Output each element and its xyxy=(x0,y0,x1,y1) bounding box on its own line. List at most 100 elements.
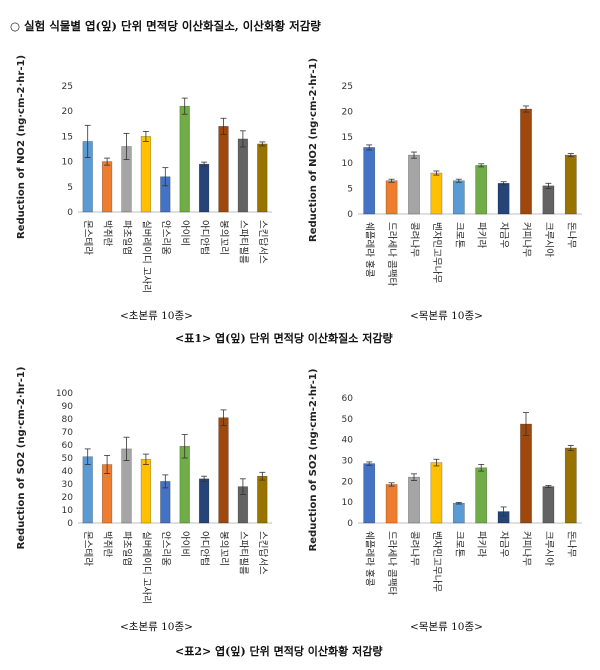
category-label: 스킨답서스 xyxy=(257,531,269,575)
bar xyxy=(385,484,398,524)
bar xyxy=(542,185,555,215)
bar xyxy=(198,478,210,524)
category-label: 쉐플레라 홍콩 xyxy=(364,531,376,587)
category-label: 자금우 xyxy=(498,531,509,557)
category-label: 커피나무 xyxy=(521,531,532,566)
y-tick-label: 25 xyxy=(62,82,73,92)
bar xyxy=(452,180,465,215)
bar xyxy=(218,126,229,213)
category-label: 안스리움 xyxy=(160,531,171,566)
y-tick-label: 25 xyxy=(342,82,353,92)
y-tick-label: 30 xyxy=(62,480,74,490)
y-tick-label: 50 xyxy=(62,454,74,464)
y-tick-label: 40 xyxy=(62,467,74,477)
category-label: 크루시아 xyxy=(543,222,554,257)
bar xyxy=(82,456,93,524)
bar xyxy=(430,172,443,215)
bar xyxy=(237,138,249,213)
category-label: 몬스테라 xyxy=(82,531,93,566)
bar xyxy=(257,143,268,213)
category-label: 스파티필름 xyxy=(237,531,249,575)
category-label: 실버레이디 고사리 xyxy=(140,531,151,604)
category-label: 봉의꼬리 xyxy=(218,531,229,566)
bar xyxy=(475,467,488,524)
category-label: 파초일엽 xyxy=(121,220,132,255)
category-label: 스킨답서스 xyxy=(257,220,269,264)
category-label: 스파티필름 xyxy=(237,220,249,264)
chart-no2-herbaceous: 0 5 10 15 20 25 Reduction of NO2 (ng·cm-2·hr-1… xyxy=(16,55,272,293)
caption-table2: <표2> 엽(잎) 단위 면적당 이산화황 저감량 xyxy=(175,645,383,658)
category-label: 파초일엽 xyxy=(121,531,132,566)
category-label: 박쥐란 xyxy=(102,220,114,246)
bar xyxy=(564,447,577,524)
category-label: 크로톤 xyxy=(453,222,464,248)
bar xyxy=(218,417,229,524)
category-label: 드라세나 콤팩타 xyxy=(386,531,397,595)
bar xyxy=(542,486,555,524)
y-tick-label: 10 xyxy=(342,498,354,508)
bar xyxy=(257,475,268,524)
group-label-no2-herbaceous: <초본류 10종> xyxy=(120,310,193,322)
category-label: 크로톤 xyxy=(453,531,464,557)
bar xyxy=(140,136,152,213)
category-label: 박쥐란 xyxy=(102,531,114,557)
bar xyxy=(475,165,488,215)
category-label: 돈나무 xyxy=(565,222,576,248)
y-tick-label: 100 xyxy=(56,389,73,399)
bar xyxy=(520,108,532,215)
page-header: ○ 실험 식물별 엽(잎) 단위 면적당 이산화질소, 이산화황 저감량 xyxy=(10,19,321,33)
category-label: 자금우 xyxy=(498,222,509,248)
bar xyxy=(408,476,420,524)
bar xyxy=(198,163,210,213)
category-label: 콩려나무 xyxy=(409,222,421,257)
category-label: 크루시아 xyxy=(543,531,554,566)
bar xyxy=(520,423,532,524)
bar xyxy=(564,154,577,215)
category-label: 안스리움 xyxy=(160,220,171,255)
bar xyxy=(408,154,420,215)
group-label-so2-herbaceous: <초본류 10종> xyxy=(120,621,193,633)
y-axis-label: Reduction of SO2 (ng·cm-2·hr-1) xyxy=(308,369,319,552)
category-label: 아이비 xyxy=(179,220,190,246)
y-tick-label: 50 xyxy=(342,415,354,425)
category-label: 몬스테라 xyxy=(82,220,93,255)
bar xyxy=(452,502,465,524)
y-tick-label: 10 xyxy=(342,159,354,169)
y-tick-label: 0 xyxy=(67,519,73,529)
category-label: 벤자민고무나무 xyxy=(431,222,442,283)
y-tick-label: 15 xyxy=(62,132,73,142)
category-label: 쉐플레라 홍콩 xyxy=(364,222,376,278)
y-tick-label: 20 xyxy=(342,108,354,118)
category-label: 아디안텀 xyxy=(199,531,211,566)
group-label-so2-woody: <목본류 10종> xyxy=(410,621,483,633)
bar xyxy=(179,105,190,213)
y-tick-label: 60 xyxy=(62,441,74,451)
bar xyxy=(385,180,398,215)
y-tick-label: 10 xyxy=(62,158,74,168)
y-tick-label: 10 xyxy=(62,506,74,516)
caption-table1: <표1> 엽(잎) 단위 면적당 이산화질소 저감량 xyxy=(175,332,393,345)
y-tick-label: 90 xyxy=(62,402,74,412)
category-label: 드라세나 콤팩타 xyxy=(386,222,397,286)
y-tick-label: 80 xyxy=(62,415,74,425)
category-label: 벤자민고무나무 xyxy=(431,531,442,592)
y-tick-label: 15 xyxy=(342,133,353,143)
y-tick-label: 0 xyxy=(67,208,73,218)
chart-so2-woody: 0 10 20 30 40 50 60 Reduction of SO2 (ng·cm-2·h… xyxy=(308,369,582,595)
y-tick-label: 20 xyxy=(62,107,74,117)
bar xyxy=(497,182,510,215)
y-axis-label: Reduction of SO2 (ng·cm-2·hr-1) xyxy=(16,367,27,550)
y-tick-label: 30 xyxy=(342,457,354,467)
y-tick-label: 5 xyxy=(67,183,73,193)
y-tick-label: 20 xyxy=(62,493,74,503)
category-label: 커피나무 xyxy=(521,222,532,257)
bar xyxy=(101,161,113,213)
bar xyxy=(430,462,443,524)
chart-so2-herbaceous: 0 10 20 30 40 50 60 70 80 90 100 Reduction of SO2 (… xyxy=(16,367,272,604)
y-tick-label: 20 xyxy=(342,477,354,487)
group-label-no2-woody: <목본류 10종> xyxy=(410,310,483,322)
category-label: 아이비 xyxy=(179,531,190,557)
bar xyxy=(363,463,376,524)
y-tick-label: 5 xyxy=(347,184,353,194)
y-axis-label: Reduction of NO2 (ng·cm-2·hr-1) xyxy=(16,55,27,239)
